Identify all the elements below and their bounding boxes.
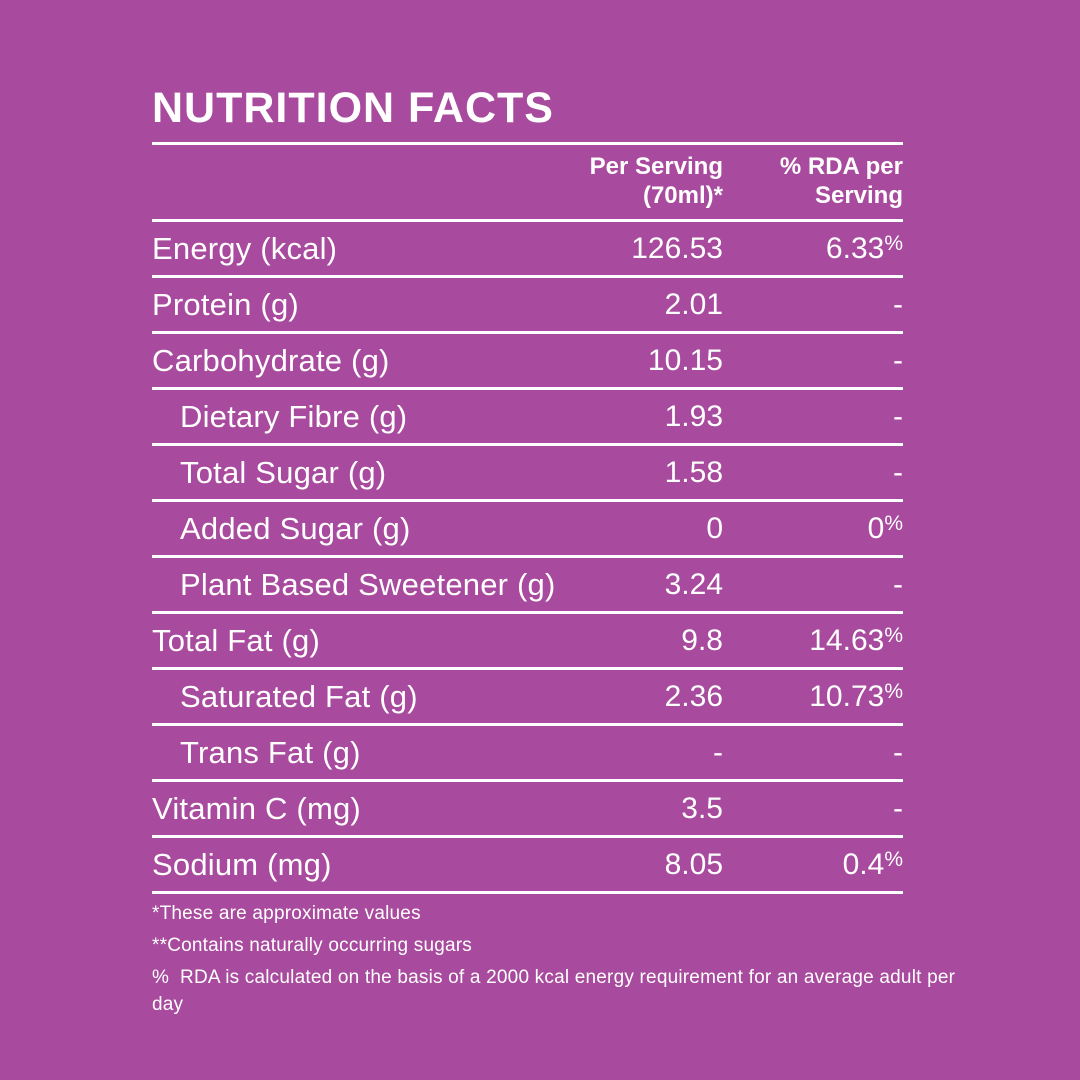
percent-sign: % [884, 679, 903, 703]
rda-value: - [893, 567, 903, 601]
nutrient-row: Energy (kcal) 126.53 6.33% [152, 222, 903, 278]
rda-value: 10.73% [809, 679, 903, 713]
title-divider [152, 142, 903, 145]
panel-title: NUTRITION FACTS [152, 84, 554, 132]
nutrient-row: Total Sugar (g) 1.58 - [152, 446, 903, 502]
nutrient-label: Total Sugar (g) [180, 454, 387, 490]
nutrition-facts-panel: NUTRITION FACTS Per Serving (70ml)* % RD… [152, 80, 955, 1023]
rda-value: - [893, 343, 903, 377]
nutrient-row: Plant Based Sweetener (g) 3.24 - [152, 558, 903, 614]
nutrient-label: Added Sugar (g) [180, 510, 411, 546]
rda-value: 14.63% [809, 623, 903, 657]
per-serving-value: 3.5 [681, 791, 723, 825]
nutrient-label: Total Fat (g) [152, 622, 320, 658]
footnote-rda-basis: % RDA is calculated on the basis of a 20… [152, 967, 956, 1015]
rda-value: - [893, 735, 903, 769]
rda-value: - [893, 791, 903, 825]
nutrient-label: Plant Based Sweetener (g) [180, 566, 556, 602]
nutrient-row: Vitamin C (mg) 3.5 - [152, 782, 903, 838]
column-header-per-serving: Per Serving (70ml)* [589, 153, 723, 209]
nutrient-row: Carbohydrate (g) 10.15 - [152, 334, 903, 390]
per-serving-value: 3.24 [664, 567, 723, 601]
nutrient-row: Saturated Fat (g) 2.36 10.73% [152, 670, 903, 726]
per-serving-value: - [713, 735, 723, 769]
nutrient-label: Carbohydrate (g) [152, 342, 390, 378]
percent-sign: % [884, 511, 903, 535]
nutrient-label: Protein (g) [152, 286, 299, 322]
nutrient-label: Dietary Fibre (g) [180, 398, 408, 434]
footnote-natural-sugars: **Contains naturally occurring sugars [152, 935, 472, 956]
rda-value: - [893, 399, 903, 433]
nutrient-row: Dietary Fibre (g) 1.93 - [152, 390, 903, 446]
column-header-rda: % RDA per Serving [779, 153, 903, 209]
nutrient-label: Saturated Fat (g) [180, 678, 418, 714]
per-serving-value: 10.15 [647, 343, 723, 377]
per-serving-value: 1.93 [664, 399, 723, 433]
per-serving-value: 9.8 [681, 623, 723, 657]
percent-sign: % [884, 623, 903, 647]
nutrient-row: Total Fat (g) 9.8 14.63% [152, 614, 903, 670]
rda-value: - [893, 455, 903, 489]
nutrient-row: Protein (g) 2.01 - [152, 278, 903, 334]
rda-value: 0.4% [842, 847, 903, 881]
rda-value: - [893, 287, 903, 321]
per-serving-value: 0 [706, 511, 723, 545]
percent-sign: % [884, 231, 903, 255]
nutrient-label: Sodium (mg) [152, 846, 332, 882]
nutrient-label: Vitamin C (mg) [152, 790, 361, 826]
per-serving-value: 2.36 [664, 679, 723, 713]
nutrient-label: Trans Fat (g) [180, 734, 361, 770]
nutrient-row: Trans Fat (g) - - [152, 726, 903, 782]
rda-value: 6.33% [825, 231, 903, 265]
percent-sign: % [884, 847, 903, 871]
nutrient-row: Added Sugar (g) 0 0% [152, 502, 903, 558]
per-serving-value: 8.05 [664, 847, 723, 881]
footnote-approximate-values: *These are approximate values [152, 903, 421, 924]
footnotes: *These are approximate values **Contains… [152, 900, 972, 1018]
nutrient-rows: Energy (kcal) 126.53 6.33% Protein (g) 2… [152, 222, 903, 894]
table-header-row: Per Serving (70ml)* % RDA per Serving [152, 145, 903, 222]
rda-value: 0% [867, 511, 903, 545]
per-serving-value: 1.58 [664, 455, 723, 489]
nutrient-row: Sodium (mg) 8.05 0.4% [152, 838, 903, 894]
per-serving-value: 2.01 [664, 287, 723, 321]
nutrient-label: Energy (kcal) [152, 230, 338, 266]
per-serving-value: 126.53 [631, 231, 723, 265]
